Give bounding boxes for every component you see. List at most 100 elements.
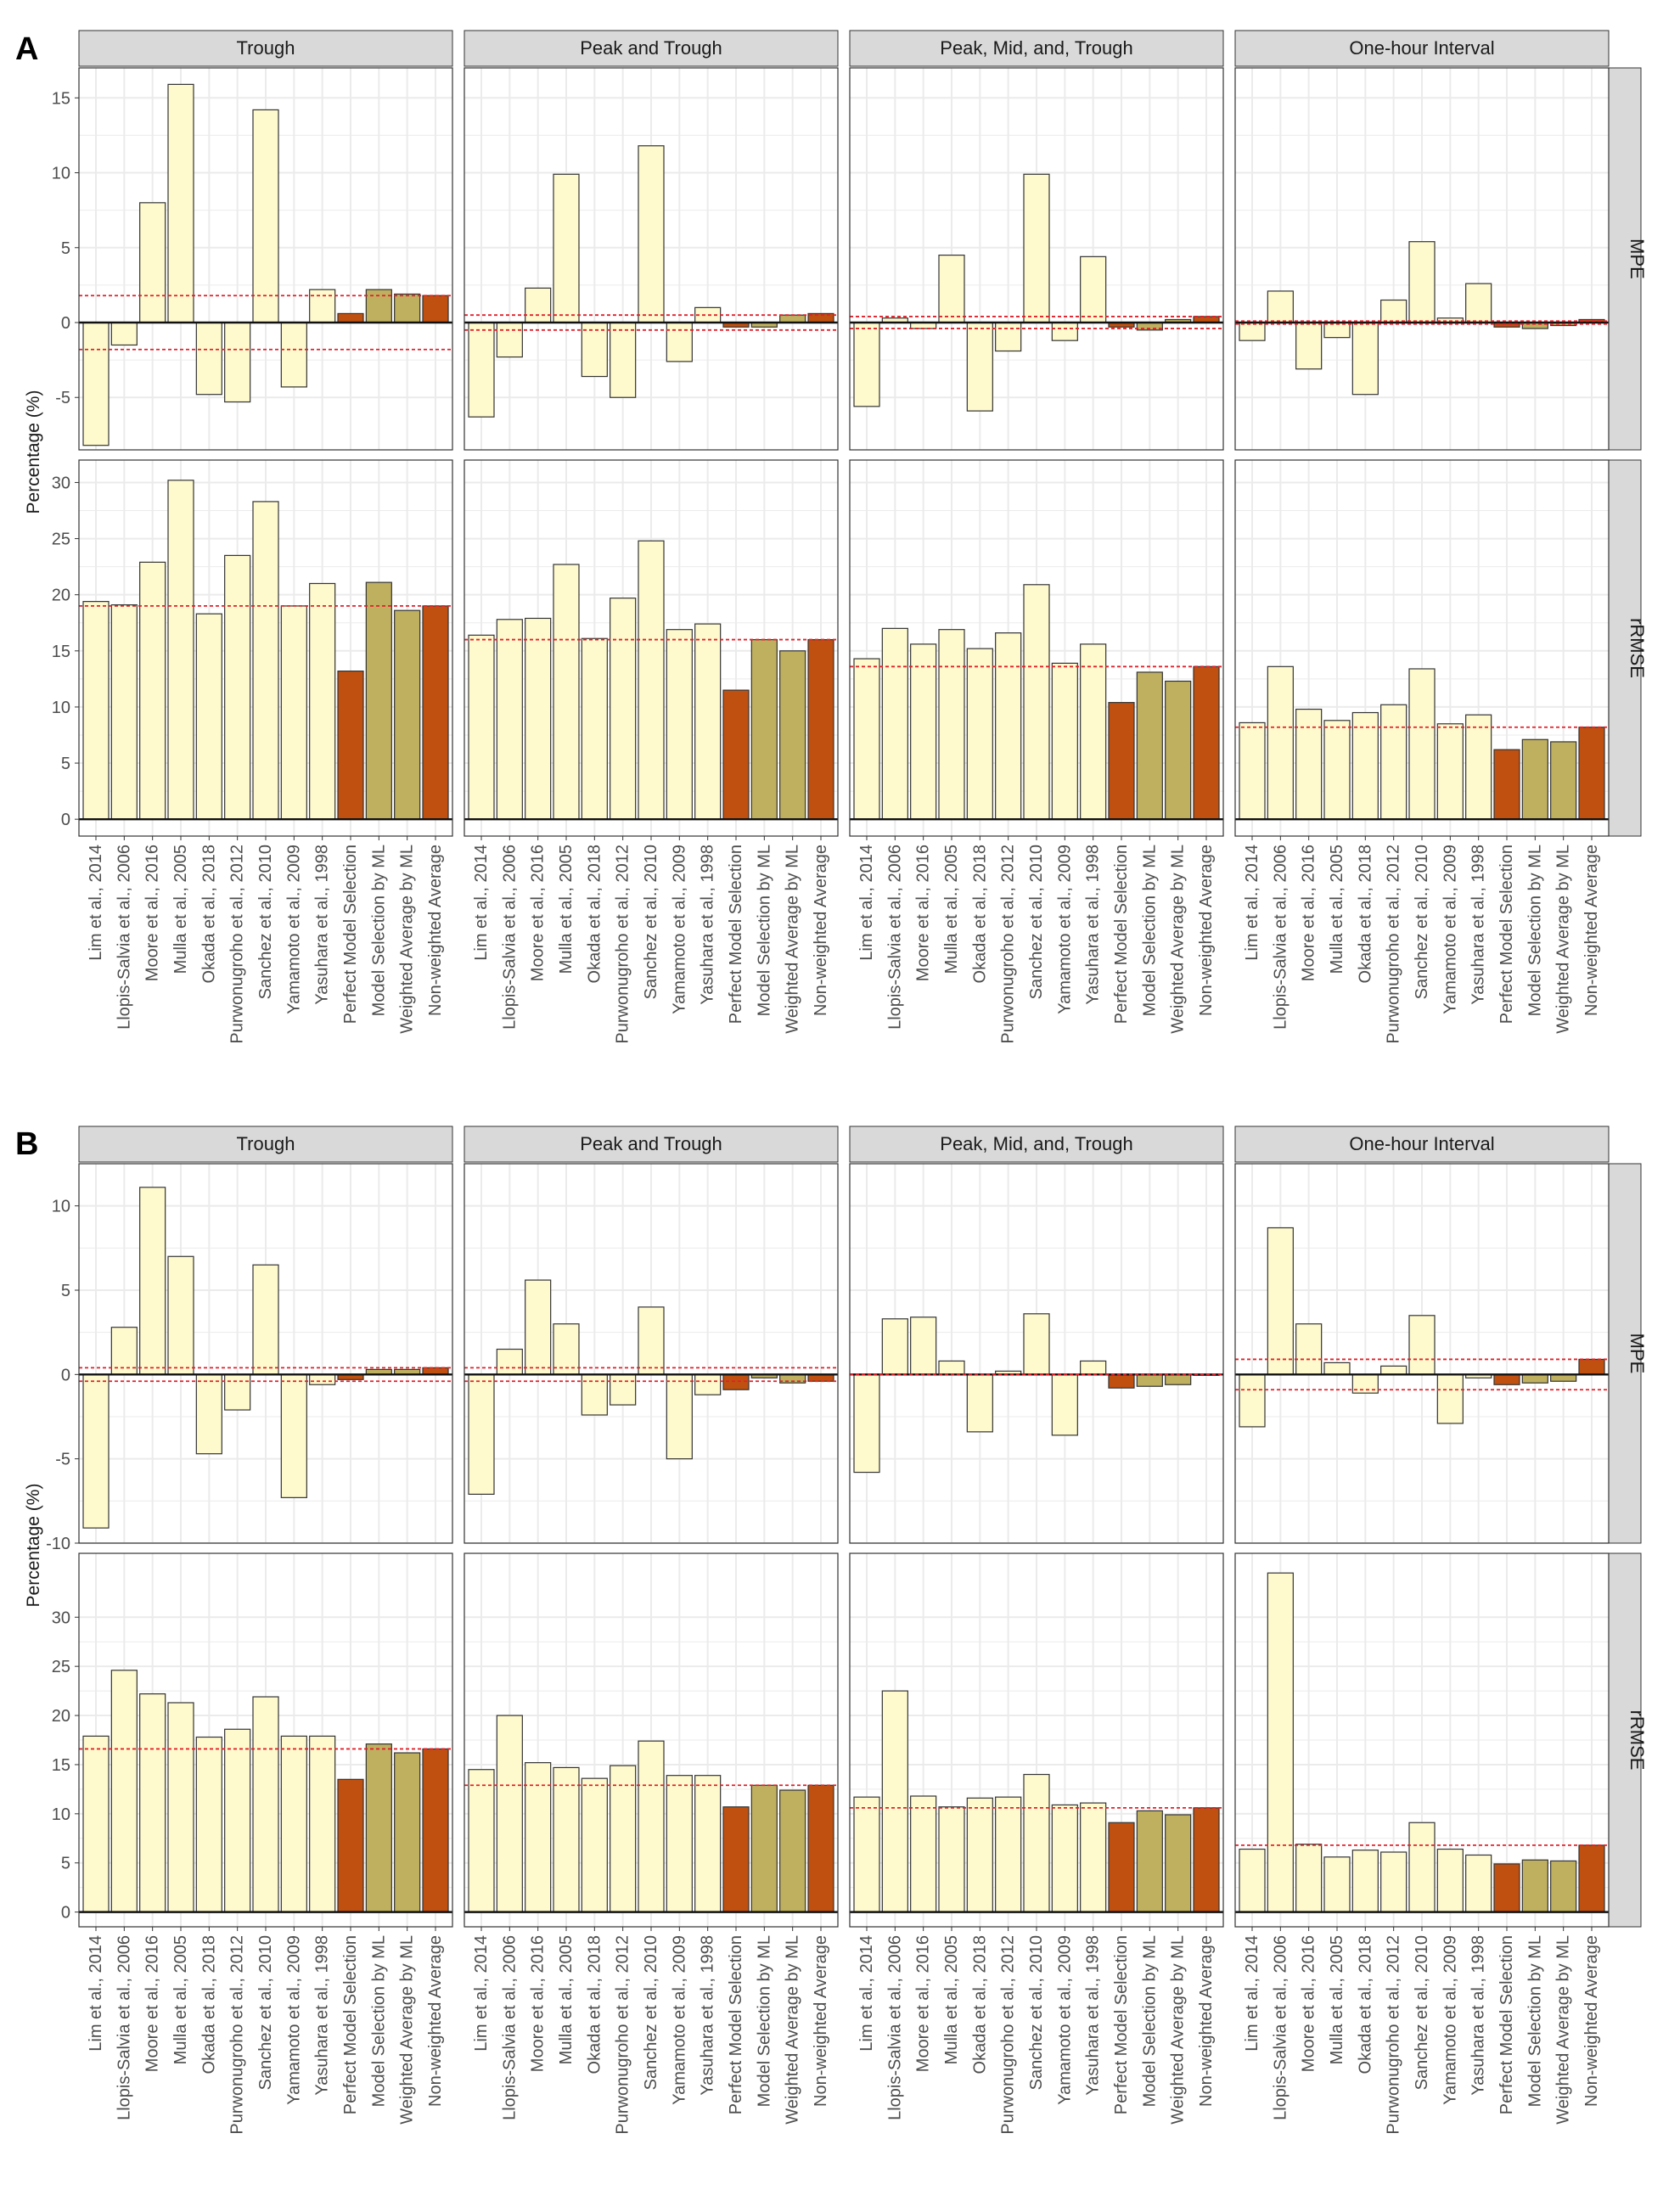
y-tick-label: 20 <box>52 1707 70 1726</box>
bar-rrmse-8 <box>309 1735 336 1913</box>
bar-rrmse-7 <box>666 629 693 820</box>
bar-rrmse-12 <box>422 605 449 820</box>
bar-mpe-2 <box>1295 1323 1323 1375</box>
y-tick-label: -10 <box>46 1535 70 1553</box>
panel-border <box>78 1163 453 1544</box>
bar-mpe-0 <box>1239 322 1266 341</box>
bar-rrmse-6 <box>1408 668 1436 820</box>
bar-rrmse-12 <box>422 1748 449 1913</box>
y-tick-label: 0 <box>61 314 70 333</box>
bar-rrmse-5 <box>995 632 1022 820</box>
bar-rrmse-2 <box>139 1693 166 1913</box>
x-tick-label: Okada et al., 2018 <box>1356 1935 1374 2074</box>
y-tick-label: 20 <box>52 587 70 605</box>
bar-rrmse-3 <box>553 564 580 820</box>
bar-rrmse-4 <box>966 648 993 820</box>
bar-rrmse-3 <box>1323 720 1351 820</box>
x-tick-label: Weighted Average by ML <box>1554 845 1573 1034</box>
bar-mpe-7 <box>1051 322 1078 341</box>
x-tick-label: Mulla et al., 2005 <box>1328 1935 1346 2064</box>
y-tick-label: 15 <box>52 643 70 661</box>
bar-mpe-2 <box>1295 322 1323 370</box>
y-tick-label: 10 <box>52 1805 70 1824</box>
bar-rrmse-0 <box>82 601 110 820</box>
x-tick-label: Purwonugroho et al., 2012 <box>999 1935 1018 2135</box>
facet-strip <box>78 30 453 67</box>
bar-rrmse-10 <box>1521 738 1548 820</box>
bar-rrmse-11 <box>1550 1860 1577 1913</box>
bar-rrmse-11 <box>1165 680 1192 820</box>
x-tick-label: Lim et al., 2014 <box>857 845 876 961</box>
x-tick-label: Moore et al., 2016 <box>143 1935 162 2072</box>
x-tick-label: Llopis-Salvia et al., 2006 <box>1271 1935 1289 2120</box>
bar-mpe-6 <box>1023 173 1050 323</box>
bar-mpe-2 <box>139 1187 166 1375</box>
x-tick-label: Yasuhara et al., 1998 <box>313 845 332 1005</box>
bar-mpe-10 <box>1521 1373 1548 1384</box>
y-tick-label: 0 <box>61 811 70 829</box>
bar-mpe-9 <box>722 1373 750 1390</box>
bar-rrmse-7 <box>1051 1804 1078 1913</box>
row-strip-label: MPE <box>1627 239 1648 279</box>
x-tick-label: Mulla et al., 2005 <box>942 1935 961 2064</box>
x-tick-label: Llopis-Salvia et al., 2006 <box>115 1935 133 2120</box>
bar-rrmse-11 <box>394 1752 421 1913</box>
x-tick-label: Moore et al., 2016 <box>914 1935 933 2072</box>
bar-rrmse-5 <box>1380 1851 1407 1913</box>
bar-mpe-9 <box>337 312 364 323</box>
bar-mpe-4 <box>966 322 993 412</box>
facet-strip <box>1234 30 1610 67</box>
bar-rrmse-9 <box>337 671 364 820</box>
bar-mpe-7 <box>1051 1373 1078 1436</box>
x-tick-label: Lim et al., 2014 <box>87 1935 105 2052</box>
x-tick-label: Sanchez et al., 2010 <box>1027 845 1046 999</box>
x-tick-label: Yasuhara et al., 1998 <box>1469 1935 1488 2096</box>
panel-border <box>1234 1163 1610 1544</box>
x-tick-label: Non-weighted Average <box>1582 845 1601 1016</box>
bar-mpe-7 <box>666 322 693 362</box>
x-tick-label: Non-weighted Average <box>1197 845 1216 1016</box>
y-tick-label: 5 <box>61 755 70 773</box>
bar-mpe-9 <box>1108 1373 1135 1389</box>
bar-rrmse-12 <box>1578 727 1605 820</box>
facet-strip-label: One-hour Interval <box>1349 37 1494 59</box>
facet-strip <box>78 1126 453 1163</box>
bar-rrmse-1 <box>881 627 908 820</box>
x-tick-label: Yamamoto et al., 2009 <box>1055 845 1074 1014</box>
x-tick-label: Lim et al., 2014 <box>472 845 491 961</box>
x-tick-label: Weighted Average by ML <box>1169 845 1188 1034</box>
bar-mpe-6 <box>1023 1313 1050 1375</box>
x-tick-label: Okada et al., 2018 <box>970 1935 989 2074</box>
x-tick-label: Yasuhara et al., 1998 <box>1469 845 1488 1005</box>
bar-mpe-5 <box>1380 299 1407 323</box>
x-tick-label: Yasuhara et al., 1998 <box>699 845 717 1005</box>
x-tick-label: Llopis-Salvia et al., 2006 <box>500 845 519 1030</box>
x-tick-label: Mulla et al., 2005 <box>942 845 961 974</box>
bar-rrmse-11 <box>1550 741 1577 820</box>
x-tick-label: Yamamoto et al., 2009 <box>1441 1935 1459 2105</box>
bar-rrmse-1 <box>496 619 523 820</box>
x-tick-label: Non-weighted Average <box>426 845 445 1016</box>
bar-rrmse-5 <box>224 554 251 820</box>
bar-rrmse-2 <box>1295 1844 1323 1913</box>
x-tick-label: Moore et al., 2016 <box>529 845 548 981</box>
bar-rrmse-6 <box>638 540 665 820</box>
bar-rrmse-12 <box>807 1784 834 1913</box>
bar-rrmse-12 <box>1193 1807 1220 1913</box>
bar-mpe-2 <box>910 1317 937 1375</box>
y-axis-title: Percentage (%) <box>24 390 43 514</box>
x-tick-label: Weighted Average by ML <box>784 845 802 1034</box>
bar-mpe-4 <box>195 1373 222 1455</box>
y-tick-label: 15 <box>52 1756 70 1775</box>
facet-strip <box>464 1126 839 1163</box>
bar-mpe-3 <box>938 254 965 323</box>
bar-mpe-1 <box>496 1348 523 1375</box>
x-tick-label: Lim et al., 2014 <box>87 845 105 961</box>
bar-mpe-8 <box>309 1373 336 1385</box>
bar-mpe-8 <box>694 1373 722 1395</box>
bar-rrmse-10 <box>1136 671 1163 820</box>
x-tick-label: Yamamoto et al., 2009 <box>284 845 303 1014</box>
bar-mpe-3 <box>553 173 580 323</box>
bar-rrmse-3 <box>938 1806 965 1913</box>
